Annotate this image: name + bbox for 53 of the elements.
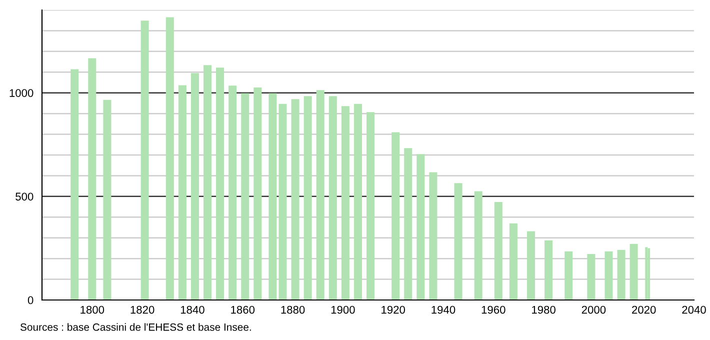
bar (316, 90, 324, 300)
x-tick-label: 1940 (432, 306, 456, 314)
bar (216, 68, 224, 300)
bar (404, 148, 412, 300)
bar (429, 172, 438, 300)
bar (494, 202, 502, 300)
bar (291, 99, 300, 300)
x-tick-label: 1920 (382, 306, 406, 314)
bar (140, 20, 149, 300)
bar (268, 93, 277, 300)
bar (304, 96, 312, 300)
x-tick-label: 2020 (632, 306, 656, 314)
bar (166, 17, 174, 300)
x-tick-label: 2000 (582, 306, 606, 314)
x-tick-label: 1860 (231, 306, 255, 314)
bar (103, 100, 112, 300)
bar (392, 132, 400, 300)
bar (341, 106, 350, 300)
bar (228, 86, 237, 300)
x-tick-label: 2040 (682, 306, 706, 314)
bar (178, 85, 186, 300)
bar (454, 183, 462, 300)
bar (254, 87, 262, 300)
bar (278, 104, 287, 300)
y-tick-label: 500 (16, 192, 34, 201)
bar (509, 223, 518, 300)
bar (617, 250, 626, 300)
bar (70, 69, 79, 300)
bar (203, 65, 212, 300)
bar (587, 254, 596, 300)
bar (366, 112, 375, 300)
bar (544, 240, 553, 300)
x-tick-label: 1840 (180, 306, 204, 314)
x-tick-label: 1980 (532, 306, 556, 314)
y-tick-label: 1000 (10, 89, 34, 97)
y-tick-label: 0 (28, 296, 34, 304)
bar (630, 244, 638, 300)
x-tick-label: 1960 (482, 306, 506, 314)
bar (190, 73, 199, 300)
x-tick-label: 1800 (80, 306, 104, 314)
bar (474, 191, 482, 300)
bar (88, 58, 96, 300)
source-note: Sources : base Cassini de l'EHESS et base Insee. (20, 323, 251, 331)
bar (354, 104, 362, 300)
bar (604, 251, 613, 300)
bar (416, 154, 425, 300)
bar (328, 96, 337, 300)
x-tick-label: 1900 (331, 306, 355, 314)
bar (241, 93, 250, 300)
bar (564, 251, 573, 300)
x-tick-label: 1880 (281, 306, 305, 314)
bar (526, 231, 536, 300)
x-tick-label: 1820 (130, 306, 154, 314)
